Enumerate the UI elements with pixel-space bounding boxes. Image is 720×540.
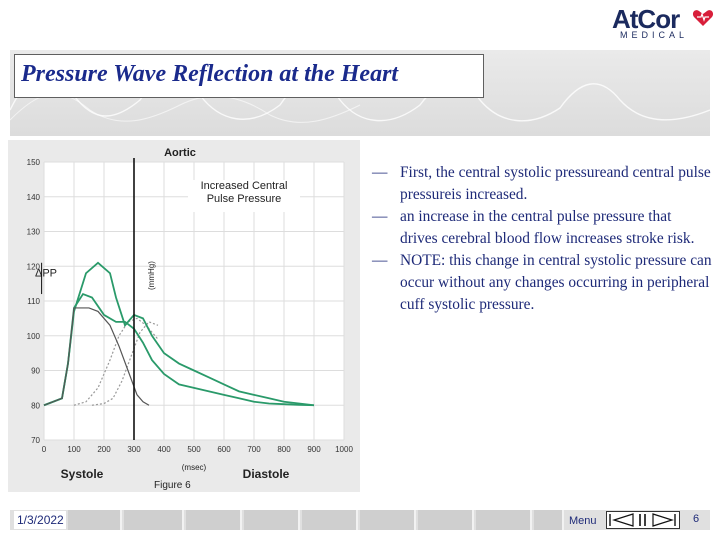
dotted-curve [73,317,159,406]
footer-cell [186,510,242,530]
pressure-curve [43,292,315,407]
heart-icon [692,10,714,26]
footer-band [10,510,710,530]
pressure-curve [43,307,150,406]
footer-cell [244,510,300,530]
bullet-text: First, the central systolic pressureand … [400,164,711,203]
bullet-dash: — [372,208,388,225]
y-tick-label: 140 [27,193,41,202]
x-tick-label: 400 [157,445,171,454]
y-tick-label: 110 [27,297,40,306]
footer-cell [418,510,474,530]
figure-caption: Figure 6 [154,480,191,491]
x-tick-label: 0 [42,445,47,454]
y-tick-label: 150 [27,158,41,167]
x-tick-label: 600 [217,445,231,454]
bullet-item-3: — NOTE: this change in central systolic … [372,250,712,316]
x-tick-label: 700 [247,445,261,454]
dotted-curve [91,321,159,406]
bullet-item-1: — First, the central systolic pressurean… [372,162,712,206]
footer-cell [68,510,122,530]
x-tick-labels: 0 100 200 300 400 500 600 700 800 900 1000 [42,445,354,454]
menu-link[interactable]: Menu [569,515,597,527]
bullet-dash: — [372,252,388,269]
pressure-curves [43,261,315,407]
x-tick-label: 100 [67,445,81,454]
bullet-item-2: — an increase in the central pulse press… [372,206,712,250]
chart-title: Aortic [164,147,196,159]
x-tick-label: 900 [307,445,321,454]
next-slide-button[interactable] [651,513,677,527]
footer-cell [360,510,416,530]
y-tick-labels: 70 80 90 100 110 120 130 140 150 [27,158,41,445]
y-tick-label: 90 [31,367,40,376]
x-tick-label: 1000 [335,445,353,454]
diastole-label: Diastole [243,467,290,481]
bullet-dash: — [372,164,388,181]
slide-navigation [606,511,680,529]
previous-slide-button[interactable] [609,513,635,527]
atcor-logo: AtCor MEDICAL [612,4,720,42]
footer-cell [476,510,532,530]
x-axis-label: (msec) [182,463,207,472]
y-tick-label: 100 [27,332,41,341]
dotted-curves [73,317,159,406]
annotation-box [188,180,300,212]
pause-icon[interactable] [637,513,649,527]
y-tick-label: 70 [31,436,40,445]
y-tick-label: 130 [27,228,41,237]
bullet-list: — First, the central systolic pressurean… [372,162,712,316]
footer-cell [534,510,564,530]
logo-subtext: MEDICAL [620,30,689,40]
systole-label: Systole [61,467,104,481]
footer-date: 1/3/2022 [14,511,66,529]
y-axis-label: (mmHg) [147,261,156,290]
delta-pp-label: ΔPP [35,268,57,280]
title-box: Pressure Wave Reflection at the Heart [14,54,484,98]
increased-pp-annotation: Increased Central Pulse Pressure [200,180,288,205]
x-tick-label: 200 [97,445,111,454]
page-title: Pressure Wave Reflection at the Heart [21,61,399,87]
x-tick-label: 500 [187,445,201,454]
y-tick-label: 120 [27,262,41,271]
footer-cell [302,510,358,530]
bullet-text: NOTE: this change in central systolic pr… [400,252,712,313]
x-tick-label: 300 [127,445,141,454]
footer-cell [124,510,184,530]
pressure-curve [43,261,315,407]
x-tick-label: 800 [277,445,291,454]
page-number: 6 [693,513,700,525]
logo-text: AtCor [612,4,680,34]
aortic-pressure-chart: 70 80 90 100 110 120 130 140 150 0 100 200 300 400 50… [8,140,360,492]
y-tick-label: 80 [31,401,40,410]
bullet-text: an increase in the central pulse pressur… [400,208,695,247]
